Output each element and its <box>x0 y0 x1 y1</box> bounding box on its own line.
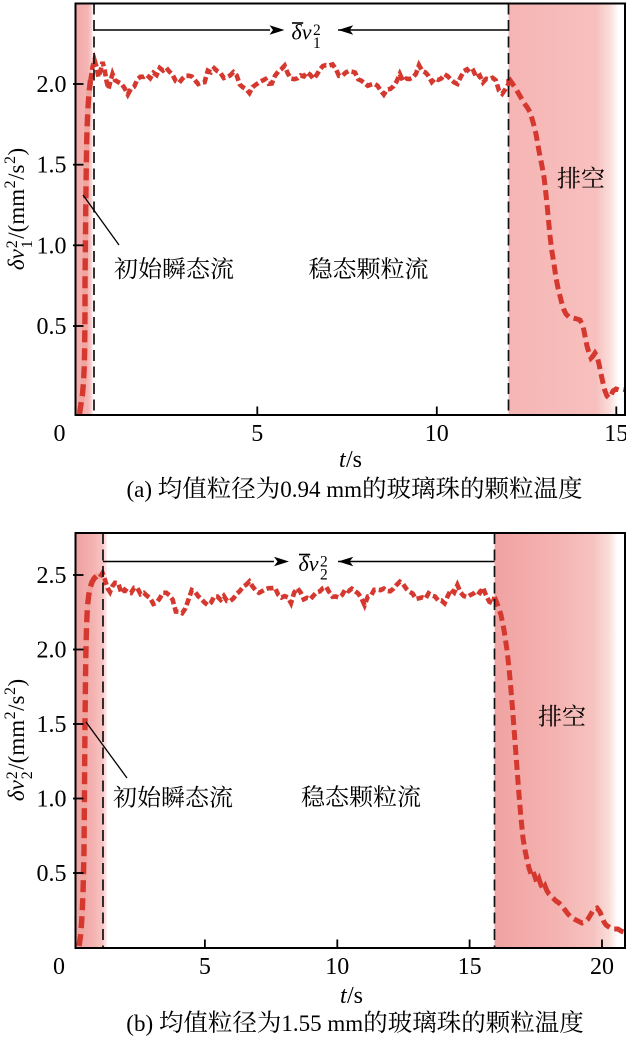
svg-text:2: 2 <box>320 567 328 584</box>
svg-text:1: 1 <box>313 35 321 52</box>
svg-text:0: 0 <box>53 954 65 980</box>
svg-text:δv: δv <box>299 551 319 576</box>
svg-text:1.0: 1.0 <box>37 787 67 813</box>
svg-text:1: 1 <box>19 240 36 248</box>
svg-text:2.5: 2.5 <box>37 563 67 589</box>
svg-text:(a): (a) <box>127 477 153 502</box>
svg-text:10: 10 <box>325 954 349 980</box>
svg-text:5: 5 <box>199 954 211 980</box>
svg-text:0.5: 0.5 <box>37 314 67 340</box>
svg-text:10: 10 <box>425 421 449 447</box>
svg-text:0.94 mm: 0.94 mm <box>280 477 362 502</box>
svg-text:1.0: 1.0 <box>37 233 67 259</box>
svg-text:δv: δv <box>4 248 29 270</box>
svg-text:/s: /s <box>347 983 363 1009</box>
svg-text:2: 2 <box>313 22 321 39</box>
svg-text:): ) <box>4 148 29 156</box>
svg-text:5: 5 <box>251 421 263 447</box>
svg-text:1.5: 1.5 <box>37 153 67 179</box>
svg-text:2: 2 <box>2 180 19 188</box>
svg-text:2: 2 <box>19 771 36 779</box>
svg-text:t: t <box>339 447 347 473</box>
svg-text:2: 2 <box>320 554 328 571</box>
svg-text:2: 2 <box>4 771 21 779</box>
svg-text:/(mm: /(mm <box>4 189 29 239</box>
svg-text:1.5: 1.5 <box>37 712 67 738</box>
svg-text:/s: /s <box>346 447 362 473</box>
svg-text:20: 20 <box>590 954 614 980</box>
svg-text:0.5: 0.5 <box>37 861 67 887</box>
svg-text:δv: δv <box>292 20 312 45</box>
svg-text:t: t <box>340 983 348 1009</box>
svg-text:2: 2 <box>4 240 21 248</box>
svg-text:15: 15 <box>458 954 482 980</box>
svg-text:): ) <box>4 679 29 687</box>
svg-text:2: 2 <box>2 156 19 164</box>
svg-text:(b): (b) <box>126 1011 153 1036</box>
svg-text:δv: δv <box>4 779 29 801</box>
svg-text:2: 2 <box>2 711 19 719</box>
svg-text:/(mm: /(mm <box>4 720 29 770</box>
svg-text:1.55 mm: 1.55 mm <box>281 1011 363 1036</box>
svg-text:15: 15 <box>604 421 626 447</box>
svg-text:/s: /s <box>4 165 29 180</box>
svg-text:2: 2 <box>2 687 19 695</box>
svg-text:2.0: 2.0 <box>37 72 67 98</box>
svg-text:2.0: 2.0 <box>37 638 67 664</box>
svg-text:/s: /s <box>4 696 29 711</box>
svg-text:0: 0 <box>54 421 66 447</box>
